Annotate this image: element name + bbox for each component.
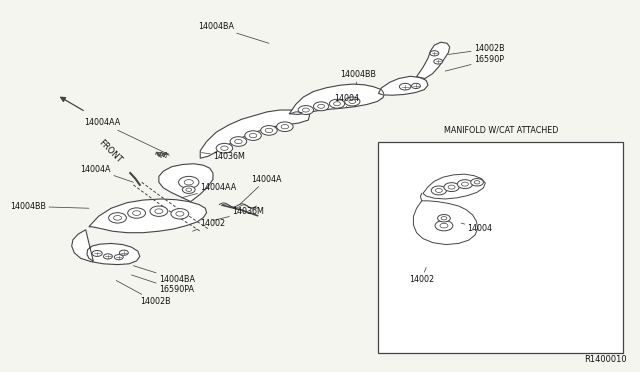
- Polygon shape: [289, 84, 385, 115]
- Circle shape: [470, 179, 483, 186]
- Circle shape: [216, 143, 233, 153]
- Circle shape: [438, 215, 451, 222]
- Circle shape: [92, 250, 102, 256]
- Text: 14004: 14004: [461, 223, 493, 233]
- Circle shape: [235, 140, 242, 144]
- Circle shape: [150, 206, 168, 217]
- Circle shape: [435, 189, 442, 192]
- Polygon shape: [72, 230, 140, 264]
- Text: R1400010: R1400010: [584, 355, 627, 364]
- Circle shape: [276, 122, 293, 132]
- Text: 14002B: 14002B: [449, 44, 504, 54]
- Circle shape: [399, 83, 411, 90]
- Circle shape: [109, 213, 127, 223]
- Text: 14004A: 14004A: [240, 175, 282, 205]
- Polygon shape: [413, 201, 477, 244]
- Circle shape: [115, 254, 124, 260]
- Text: 14002: 14002: [409, 267, 434, 284]
- Circle shape: [250, 134, 257, 138]
- Text: MANIFOLD W/CAT ATTACHED: MANIFOLD W/CAT ATTACHED: [444, 125, 558, 134]
- Circle shape: [113, 215, 122, 220]
- Polygon shape: [159, 164, 213, 202]
- Circle shape: [314, 102, 329, 111]
- Circle shape: [244, 131, 261, 140]
- Circle shape: [345, 97, 360, 106]
- Circle shape: [186, 188, 191, 191]
- Polygon shape: [89, 199, 207, 233]
- Text: 14036M: 14036M: [213, 208, 264, 221]
- Polygon shape: [378, 76, 428, 95]
- Circle shape: [120, 250, 129, 255]
- Text: 14004: 14004: [334, 94, 359, 108]
- Circle shape: [430, 51, 439, 56]
- Polygon shape: [200, 110, 310, 158]
- Text: FRONT: FRONT: [97, 138, 124, 164]
- Text: 14004BB: 14004BB: [10, 202, 89, 211]
- Polygon shape: [417, 42, 450, 78]
- Text: 14002: 14002: [193, 219, 225, 231]
- Bar: [378, 141, 623, 353]
- Circle shape: [333, 102, 340, 106]
- Circle shape: [281, 125, 289, 129]
- Circle shape: [435, 221, 453, 231]
- Circle shape: [349, 99, 356, 103]
- Circle shape: [260, 126, 277, 135]
- Text: 16590PA: 16590PA: [131, 275, 194, 294]
- Text: 14004A: 14004A: [81, 165, 133, 182]
- Circle shape: [303, 108, 309, 112]
- Circle shape: [184, 180, 193, 185]
- Text: 14002B: 14002B: [116, 280, 170, 306]
- Circle shape: [182, 186, 195, 193]
- Text: 16590P: 16590P: [445, 55, 504, 71]
- Circle shape: [132, 211, 141, 215]
- Circle shape: [176, 211, 184, 216]
- Circle shape: [155, 209, 163, 214]
- Circle shape: [317, 104, 324, 108]
- Circle shape: [128, 208, 145, 218]
- Circle shape: [434, 59, 443, 64]
- Polygon shape: [423, 174, 485, 199]
- Text: 14004BA: 14004BA: [133, 266, 195, 284]
- Text: 14036M: 14036M: [202, 152, 245, 161]
- Circle shape: [474, 181, 480, 184]
- Circle shape: [104, 254, 113, 259]
- Circle shape: [330, 99, 345, 108]
- Circle shape: [221, 146, 228, 150]
- Circle shape: [440, 223, 448, 228]
- Circle shape: [444, 183, 460, 192]
- Circle shape: [441, 217, 447, 220]
- Circle shape: [171, 209, 189, 219]
- Circle shape: [298, 106, 314, 115]
- Text: 14004AA: 14004AA: [84, 119, 167, 154]
- Circle shape: [265, 128, 273, 132]
- Circle shape: [448, 185, 455, 189]
- Text: 14004BA: 14004BA: [198, 22, 269, 43]
- Circle shape: [179, 176, 199, 188]
- Circle shape: [431, 186, 447, 195]
- Circle shape: [412, 83, 420, 89]
- Circle shape: [230, 137, 246, 146]
- Text: 14004BB: 14004BB: [340, 70, 376, 84]
- Circle shape: [461, 182, 468, 186]
- Circle shape: [458, 180, 472, 189]
- Text: 14004AA: 14004AA: [181, 183, 237, 198]
